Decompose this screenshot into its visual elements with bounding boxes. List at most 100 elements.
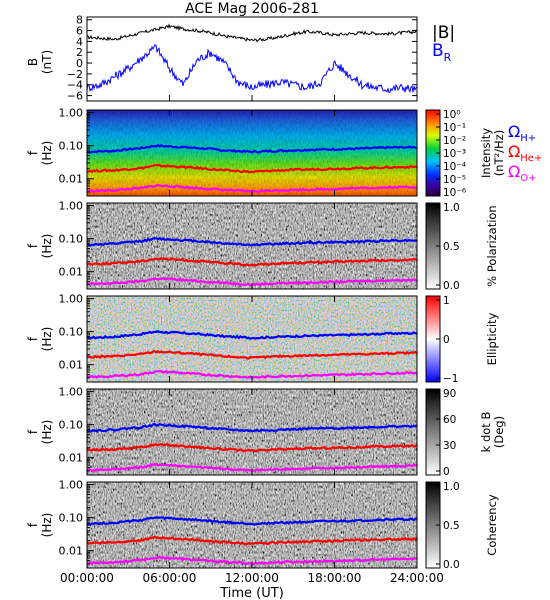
gyro-label-h: ΩH+	[508, 122, 536, 144]
gyro-label-he-sym: Ω	[508, 142, 520, 161]
colorbar-label-line1: k dot B	[479, 412, 493, 453]
freq-ylabel-line1: f	[26, 336, 40, 341]
freq-ytick-label: 0.01	[59, 452, 84, 465]
freq-ylabel-line1: f	[26, 522, 40, 527]
legend-br-sub: R	[444, 51, 452, 64]
series-br-line	[86, 44, 418, 93]
chart-title: ACE Mag 2006-281	[185, 1, 319, 17]
colorbar-label-line1: % Polarization	[485, 205, 499, 286]
panel-polarization: 1.00 0.10 0.01 f (Hz) 1.0 0.5 0.0 % Polarization	[26, 200, 499, 292]
freq-ylabel-line2: (Hz)	[40, 513, 54, 538]
colorbar-tick-label: 0.0	[443, 559, 460, 571]
panel-ellipticity: 1.00 0.10 0.01 f (Hz) 1 0 −1 Ellipticity	[26, 293, 499, 385]
colorbar-label-line2: (nT²/Hz)	[492, 130, 506, 176]
freq-ytick-label: 0.10	[59, 140, 84, 153]
freq-ylabel-line2: (Hz)	[40, 234, 54, 259]
colorbar-tick-label: 0	[443, 466, 450, 478]
freq-ytick-label: 1.00	[59, 200, 84, 213]
gyro-line-hplus	[87, 422, 417, 433]
top-ytick-label: 2	[76, 46, 83, 59]
gyro-label-h-sym: Ω	[508, 122, 520, 141]
panel-kdotb: 1.00 0.10 0.01 f (Hz) 90 60 30 0 k dot B (Deg)	[26, 386, 506, 478]
colorbar-label-line2: (Deg)	[492, 416, 506, 448]
colorbar-tick-label: 0	[443, 334, 450, 346]
top-ytick-label: 0	[76, 57, 83, 70]
gyro-label-o-sym: Ω	[508, 162, 520, 181]
colorbar-tick-label: 10⁻¹	[443, 122, 466, 134]
freq-ylabel-line2: (Hz)	[40, 141, 54, 166]
freq-ylabel-line2: (Hz)	[40, 327, 54, 352]
gyro-line-heplus	[87, 442, 417, 453]
top-ytick-label: 6	[76, 25, 83, 38]
gyro-label-o-sub: O+	[520, 173, 536, 184]
panel-kdotb-image	[87, 389, 417, 475]
freq-ytick-label: 0.01	[59, 173, 84, 186]
freq-ytick-label: 1.00	[59, 479, 84, 492]
gyro-label-h-sub: H+	[520, 133, 536, 144]
colorbar-tick-label: 10⁻⁵	[443, 174, 466, 186]
panel-intensity-image	[87, 110, 417, 196]
freq-ytick-label: 0.01	[59, 359, 84, 372]
colorbar-tick-label: 1.0	[443, 202, 460, 214]
freq-ytick-label: 0.10	[59, 326, 84, 339]
legend-absb: |B|	[432, 23, 455, 43]
top-ytick-label: −4	[67, 79, 83, 92]
colorbar-tick-label: 10⁻²	[443, 135, 466, 147]
freq-ylabel-line2: (Hz)	[40, 420, 54, 445]
colorbar-label-line1: Ellipticity	[485, 312, 499, 365]
colorbar-label-line1: Coherency	[485, 494, 499, 556]
top-ytick-label: −6	[67, 90, 83, 103]
legend-br: BR	[432, 41, 452, 64]
freq-ylabel-line1: f	[26, 150, 40, 155]
top-ytick-label: 4	[76, 35, 83, 48]
freq-ytick-label: 0.01	[59, 545, 84, 558]
gyro-line-heplus	[87, 349, 417, 360]
frequency-panels: 1.000.100.01f (Hz)10⁰10⁻¹10⁻²10⁻³10⁻⁴10⁻⁵…	[26, 107, 506, 571]
top-ylabel-line2: (nT)	[40, 50, 54, 74]
gyro-label-o: ΩO+	[508, 162, 536, 184]
x-axis-label: Time (UT)	[219, 586, 284, 600]
colorbar-tick-label: 10⁻⁴	[443, 161, 466, 173]
freq-ytick-label: 1.00	[59, 386, 84, 399]
freq-ytick-label: 0.10	[59, 512, 84, 525]
freq-ytick-label: 1.00	[59, 107, 84, 120]
colorbar-tick-label: 30	[443, 440, 456, 452]
freq-ytick-label: 1.00	[59, 293, 84, 306]
colorbar-tick-label: 10⁻³	[443, 148, 466, 160]
colorbar-tick-label: 90	[443, 388, 456, 400]
xtick-label: 18:00:00	[308, 571, 362, 585]
colorbar-tick-label: −1	[443, 373, 458, 385]
colorbar-tick-label: 10⁰	[443, 109, 461, 121]
gyro-label-he-sub: He+	[520, 153, 542, 164]
freq-ytick-label: 0.10	[59, 233, 84, 246]
gyro-line-hplus	[87, 143, 417, 154]
panel-polarization-image	[87, 203, 417, 289]
gyro-label-he: ΩHe+	[508, 142, 542, 164]
colorbar-tick-label: 1.0	[443, 481, 460, 493]
colorbar-tick-label: 1	[443, 295, 450, 307]
top-series	[86, 23, 418, 101]
colorbar-label-line1: Intensity	[479, 128, 493, 178]
legend-br-label: B	[432, 41, 444, 61]
colorbar-tick-label: 0.5	[443, 241, 460, 253]
colorbar-tick-label: 0.5	[443, 520, 460, 532]
panel-coherency: 1.00 0.10 0.01 f (Hz) 1.0 0.5 0.0 Coherency	[26, 479, 499, 571]
panel-intensity: 1.00 0.10 0.01 f (Hz) 10⁰10⁻¹10⁻²10⁻³10⁻⁴10⁻⁵…	[26, 107, 506, 199]
colorbar-tick-label: 0.0	[443, 280, 460, 292]
freq-ylabel-line1: f	[26, 243, 40, 248]
gyro-line-hplus	[87, 330, 417, 340]
freq-ytick-label: 0.01	[59, 266, 84, 279]
freq-ytick-label: 0.10	[59, 419, 84, 432]
panel-coherency-image	[87, 482, 417, 568]
xtick-label: 24:00:00	[390, 571, 444, 585]
xtick-label: 00:00:00	[60, 571, 114, 585]
colorbar-kdotb	[425, 388, 441, 476]
series-absb-line	[87, 23, 418, 43]
gyro-line-hplus	[87, 516, 417, 526]
gyro-line-heplus	[87, 163, 417, 174]
gyro-line-hplus	[87, 237, 417, 247]
gyro-line-heplus	[87, 535, 417, 546]
